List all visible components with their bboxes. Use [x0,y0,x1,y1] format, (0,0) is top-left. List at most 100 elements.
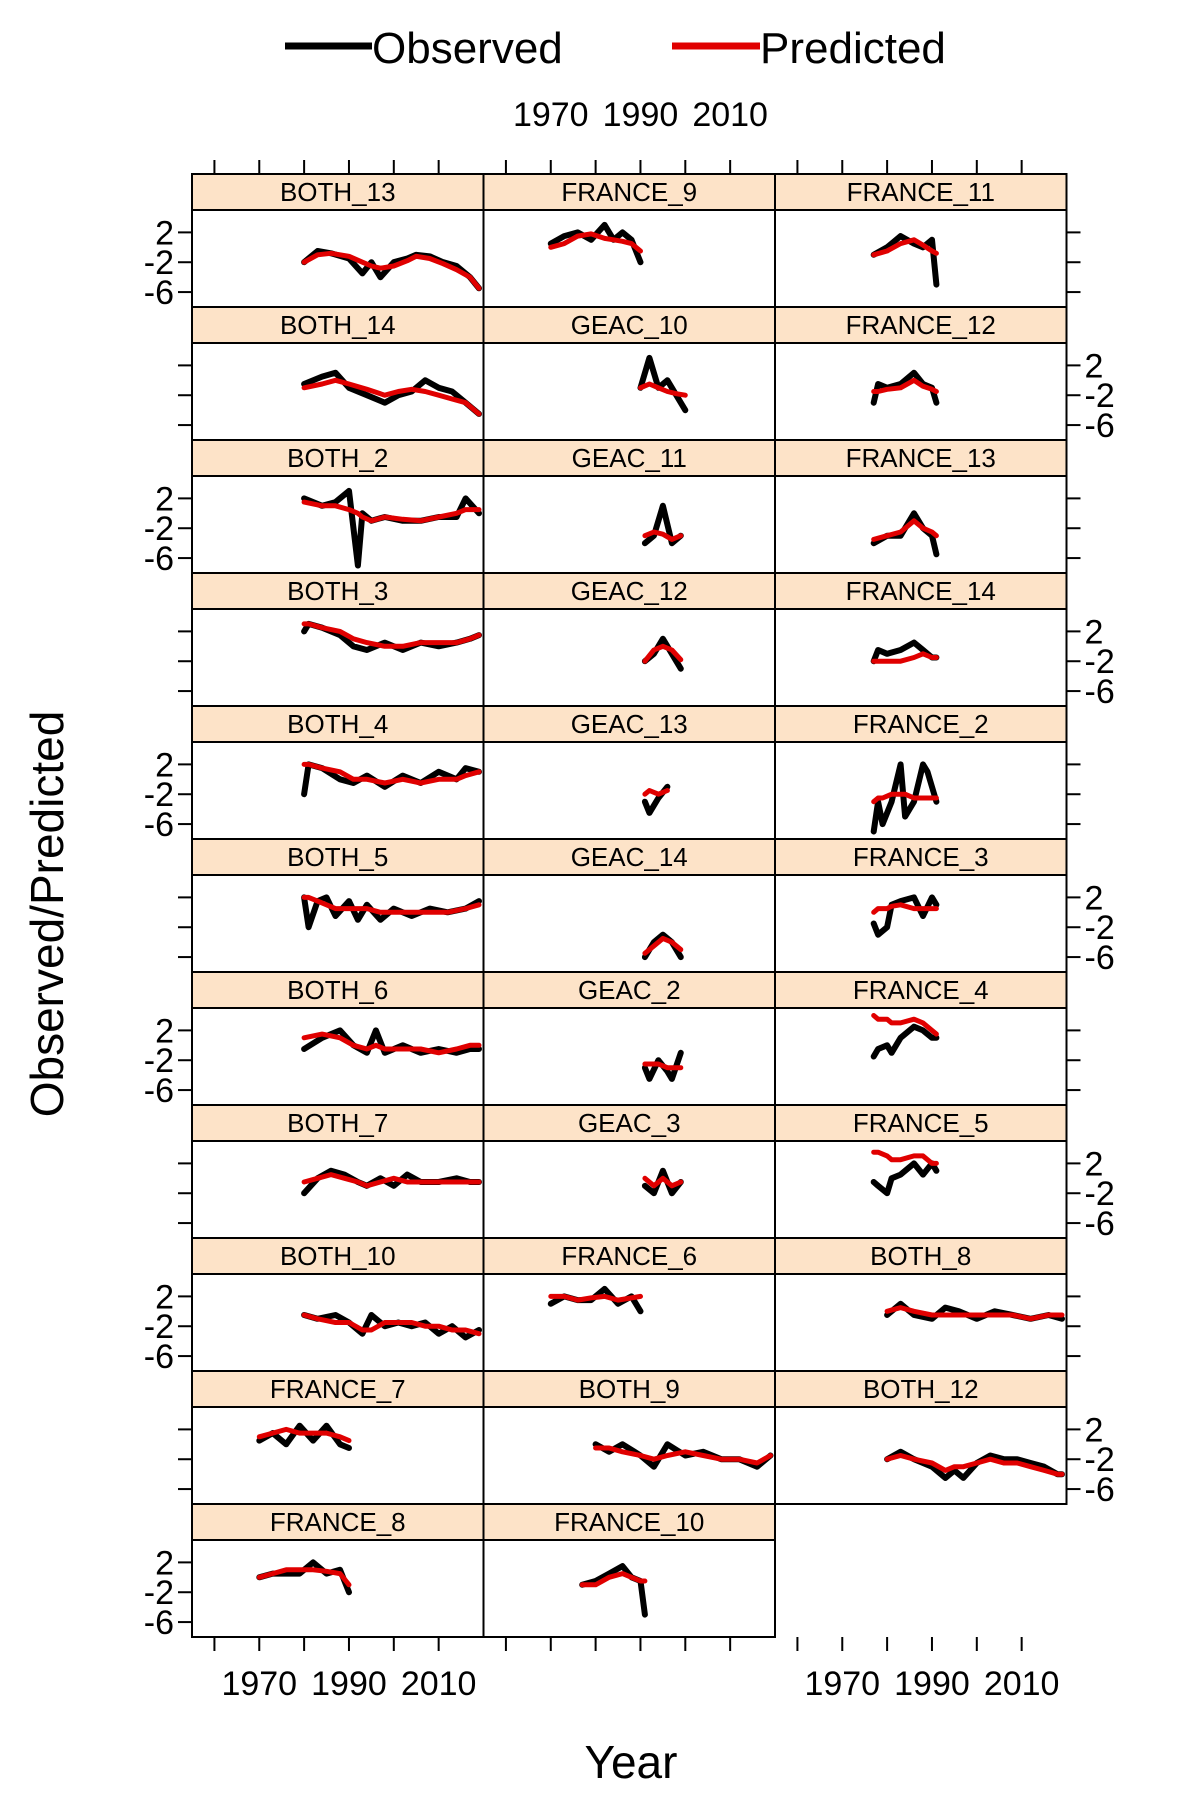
panel-strip-label: BOTH_12 [863,1374,979,1404]
panel-strip [482,173,776,211]
panel-strip-label: FRANCE_11 [847,177,995,207]
panel-plot-area [191,741,485,840]
series-predicted-line [642,935,684,956]
panel-plot-area [482,209,776,308]
series-predicted-line [871,902,939,915]
series-predicted-line [301,377,482,417]
series-predicted-line [301,499,482,524]
series-predicted-line [871,518,939,542]
y-tick-label: 2 [155,1544,174,1582]
panel-strip-label: GEAC_3 [578,1108,681,1138]
legend: Observed Predicted [285,24,946,73]
y-tick-label: -2 [144,1308,174,1346]
panel-both_14: BOTH_14 [191,306,485,441]
panel-plot-area [191,1140,485,1239]
y-tick-label: 2 [155,214,174,252]
panel-both_10: BOTH_10 [191,1237,485,1372]
panel-both_12: BOTH_12 [774,1370,1068,1505]
y-tick-label: -6 [1085,673,1115,711]
panel-strip-label: BOTH_3 [287,576,388,606]
y-tick-label: -6 [144,1072,174,1110]
series-predicted-line [871,791,939,805]
panel-strip [774,1237,1068,1275]
panel-strip [774,439,1068,477]
panel-both_13: BOTH_13 [191,173,485,308]
y-tick-label: -6 [1085,1471,1115,1509]
panel-plot-area [191,874,485,973]
y-tick-label: 2 [1085,879,1104,917]
panel-strip-label: FRANCE_10 [554,1507,704,1537]
panel-strip-label: GEAC_12 [571,576,688,606]
series-predicted-line [301,761,482,786]
y-tick-label: -6 [1085,407,1115,445]
panel-strip-label: FRANCE_13 [846,443,996,473]
series-predicted-line [642,643,684,664]
y-tick-label: 2 [155,480,174,518]
series-predicted-line [548,1293,643,1303]
panel-plot-area [191,475,485,574]
panel-plot-area [191,608,485,707]
series-predicted-line [593,1445,773,1466]
panel-both_7: BOTH_7 [191,1104,485,1239]
series-predicted-line [884,1453,1065,1477]
series-observed-line [301,369,482,417]
panel-strip [482,705,776,743]
series-predicted-line [642,1061,684,1071]
y-tick-label: -6 [144,806,174,844]
panel-geac_11: GEAC_11 [482,439,776,574]
panel-geac_3: GEAC_3 [482,1104,776,1239]
panel-strip [774,1104,1068,1142]
y-tick-label: -6 [144,1338,174,1376]
x-axis-title: Year [585,1736,678,1788]
panel-plot-area [774,209,1068,308]
panel-strip-label: BOTH_8 [870,1241,971,1271]
panel-both_8: BOTH_8 [774,1237,1068,1372]
panel-strip-label: BOTH_14 [280,310,396,340]
panel-plot-area [482,741,776,840]
series-predicted-line [871,377,939,394]
series-predicted-line [256,1567,352,1588]
panel-strip-label: BOTH_13 [280,177,396,207]
panel-plot-area [482,1539,776,1638]
y-axis-title: Observed/Predicted [21,711,73,1118]
panel-strip [191,1237,485,1275]
panel-france_7: FRANCE_7 [191,1370,485,1505]
panel-both_9: BOTH_9 [482,1370,776,1505]
panel-strip-label: BOTH_5 [287,842,388,872]
series-predicted-line [638,381,688,398]
panel-geac_12: GEAC_12 [482,572,776,707]
x-tick-label-bottom: 2010 [401,1665,477,1703]
panel-strip-label: FRANCE_6 [561,1241,697,1271]
panel-strip [774,838,1068,876]
series-predicted-line [301,1312,482,1337]
panel-strip-label: FRANCE_7 [270,1374,406,1404]
panel-plot-area [482,475,776,574]
panel-france_2: FRANCE_2 [774,705,1068,840]
series-predicted-line [301,250,482,291]
panel-strip-label: BOTH_7 [287,1108,388,1138]
series-predicted-line [301,1031,482,1056]
panel-strip-label: FRANCE_8 [270,1507,406,1537]
series-observed-line [641,1167,684,1197]
panel-strip-label: FRANCE_14 [846,576,996,606]
y-tick-label: 2 [155,1278,174,1316]
y-tick-label: 2 [155,1012,174,1050]
panel-strip-label: GEAC_14 [571,842,688,872]
series-predicted-line [871,1013,939,1037]
y-tick-label: -6 [1085,1205,1115,1243]
series-predicted-line [871,1149,939,1166]
panel-geac_14: GEAC_14 [482,838,776,973]
x-tick-label-top: 1990 [603,96,679,134]
panel-plot-area [482,342,776,441]
y-tick-label: 2 [1085,1145,1104,1183]
panel-plot-area [482,608,776,707]
series-observed-line [870,233,940,288]
series-observed-line [870,1160,940,1197]
panel-strip [482,1503,776,1541]
y-tick-label: -2 [1085,643,1115,681]
panel-strip-label: GEAC_10 [571,310,688,340]
panel-strip-label: FRANCE_2 [853,709,989,739]
series-predicted-line [256,1426,352,1444]
y-tick-label: 2 [155,746,174,784]
x-tick-label-bottom: 2010 [984,1665,1060,1703]
